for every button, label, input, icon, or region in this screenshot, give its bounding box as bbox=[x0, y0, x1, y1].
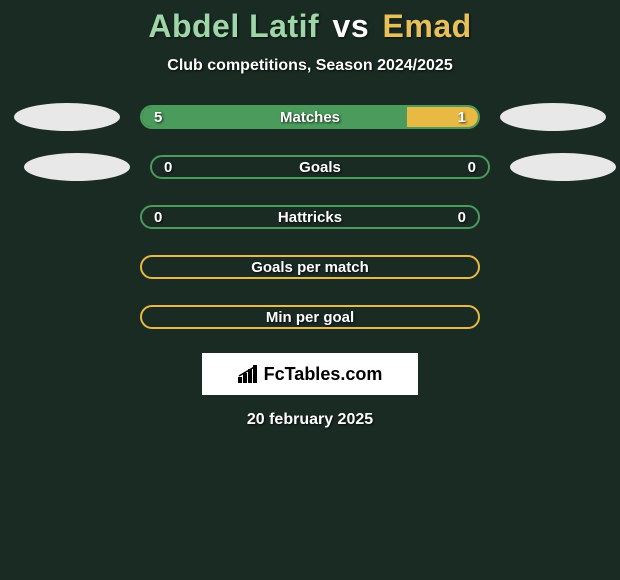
stat-right-value: 1 bbox=[458, 109, 466, 126]
stat-row: 0 Goals 0 bbox=[0, 153, 620, 181]
stat-bar: Min per goal bbox=[140, 305, 480, 329]
player2-badge bbox=[500, 103, 606, 131]
stats-list: 5 Matches 1 0 Goals 0 0 Hattricks 0 Goals per mat… bbox=[0, 103, 620, 331]
player1-badge bbox=[14, 103, 120, 131]
bar-fill-right bbox=[407, 107, 478, 127]
player2-name: Emad bbox=[383, 8, 472, 44]
stat-right-value: 0 bbox=[468, 159, 476, 176]
player1-name: Abdel Latif bbox=[148, 8, 319, 44]
stat-label: Goals per match bbox=[251, 259, 369, 276]
vs-text: vs bbox=[333, 8, 370, 44]
stat-bar: Goals per match bbox=[140, 255, 480, 279]
subtitle: Club competitions, Season 2024/2025 bbox=[0, 57, 620, 75]
page-title: Abdel Latif vs Emad bbox=[0, 8, 620, 45]
stat-left-value: 5 bbox=[154, 109, 162, 126]
bars-icon bbox=[238, 365, 260, 383]
stat-bar: 0 Goals 0 bbox=[150, 155, 490, 179]
stat-row: Goals per match bbox=[0, 253, 620, 281]
logo-box[interactable]: FcTables.com bbox=[202, 353, 418, 395]
logo-text: FcTables.com bbox=[264, 364, 383, 385]
player2-badge bbox=[510, 153, 616, 181]
date-label: 20 february 2025 bbox=[0, 411, 620, 429]
stat-label: Matches bbox=[280, 109, 340, 126]
stat-bar: 5 Matches 1 bbox=[140, 105, 480, 129]
stat-right-value: 0 bbox=[458, 209, 466, 226]
bar-fill-left bbox=[142, 107, 407, 127]
stat-row: 0 Hattricks 0 bbox=[0, 203, 620, 231]
stat-row: 5 Matches 1 bbox=[0, 103, 620, 131]
stat-left-value: 0 bbox=[154, 209, 162, 226]
stat-left-value: 0 bbox=[164, 159, 172, 176]
stat-label: Min per goal bbox=[266, 309, 354, 326]
stat-bar: 0 Hattricks 0 bbox=[140, 205, 480, 229]
comparison-widget: Abdel Latif vs Emad Club competitions, S… bbox=[0, 0, 620, 429]
logo: FcTables.com bbox=[238, 364, 383, 385]
stat-label: Goals bbox=[299, 159, 341, 176]
stat-label: Hattricks bbox=[278, 209, 342, 226]
player1-badge bbox=[24, 153, 130, 181]
stat-row: Min per goal bbox=[0, 303, 620, 331]
